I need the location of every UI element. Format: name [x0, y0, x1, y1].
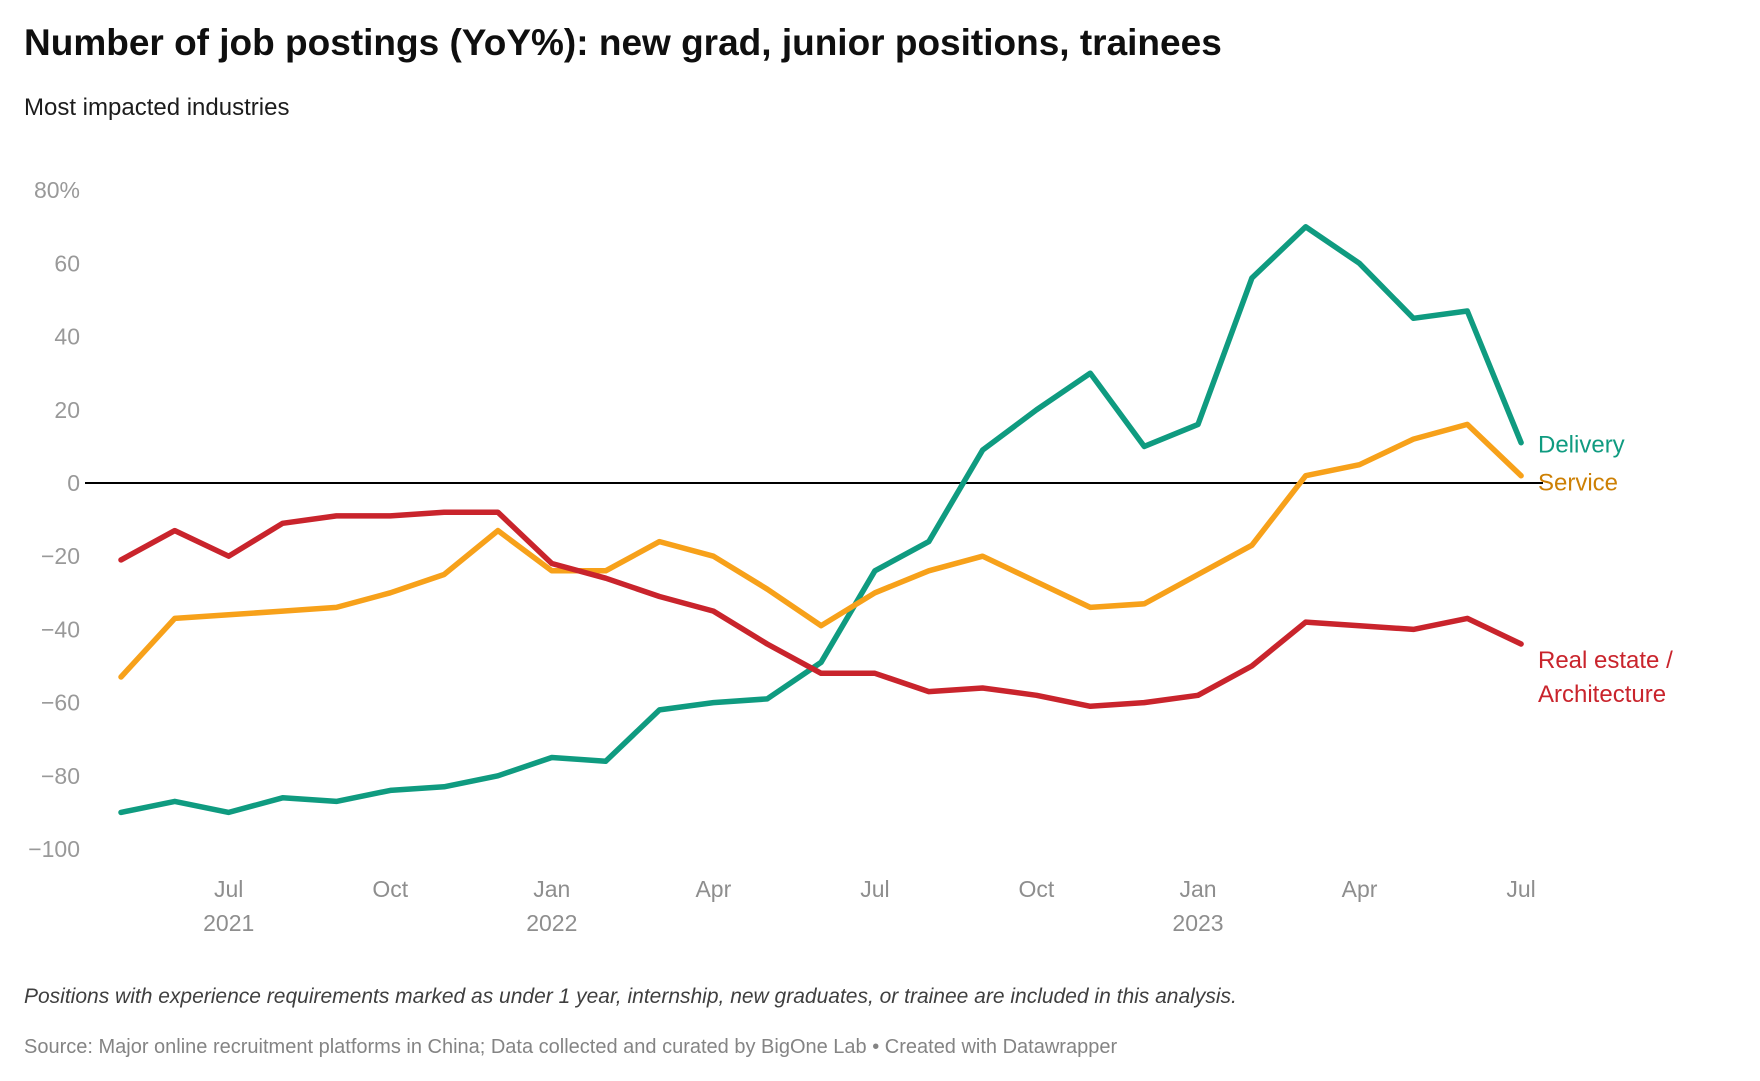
- delivery-line: [118, 224, 1524, 816]
- y-axis-tick-label: −20: [41, 543, 80, 569]
- chart-source-line: Source: Major online recruitment platfor…: [24, 1036, 1118, 1058]
- y-axis-tick-label: −100: [28, 836, 80, 862]
- y-axis-tick-label: −60: [41, 690, 80, 716]
- y-axis-tick-label: −80: [41, 763, 80, 789]
- series-label-real-estate-architecture: Real estate /: [1538, 647, 1673, 674]
- x-axis-year-label: 2022: [526, 910, 577, 936]
- x-axis-tick-label: Oct: [372, 876, 408, 902]
- y-axis-tick-label: 80%: [34, 177, 80, 203]
- y-axis-tick-label: 20: [54, 397, 80, 423]
- y-axis-tick-label: −40: [41, 616, 80, 642]
- chart-title: Number of job postings (YoY%): new grad,…: [24, 22, 1222, 63]
- x-axis-year-label: 2023: [1172, 910, 1223, 936]
- x-axis-tick-label: Apr: [695, 876, 731, 902]
- service-line: [118, 421, 1524, 680]
- x-axis-tick-label: Jan: [533, 876, 570, 902]
- x-axis-tick-label: Jan: [1179, 876, 1216, 902]
- y-axis-tick-label: 0: [67, 470, 80, 496]
- x-axis-tick-label: Jul: [860, 876, 889, 902]
- x-axis-tick-label: Oct: [1019, 876, 1055, 902]
- chart-subtitle: Most impacted industries: [24, 94, 290, 121]
- series-label-service: Service: [1538, 470, 1618, 497]
- y-axis-tick-label: 40: [54, 324, 80, 350]
- x-axis-year-label: 2021: [203, 910, 254, 936]
- series-label-real-estate-architecture: Architecture: [1538, 681, 1666, 708]
- x-axis-tick-label: Jul: [214, 876, 243, 902]
- x-axis-tick-label: Jul: [1506, 876, 1535, 902]
- real-estate-architecture-line: [118, 509, 1524, 710]
- series-label-delivery: Delivery: [1538, 432, 1625, 459]
- chart-footnote: Positions with experience requirements m…: [24, 985, 1237, 1008]
- line-chart: 80% 60 40 20 0 −20 −40 −60 −80 −100 Jul 2021 Oct Jan 2…: [28, 177, 1673, 936]
- y-axis-tick-label: 60: [54, 250, 80, 276]
- x-axis-tick-label: Apr: [1342, 876, 1378, 902]
